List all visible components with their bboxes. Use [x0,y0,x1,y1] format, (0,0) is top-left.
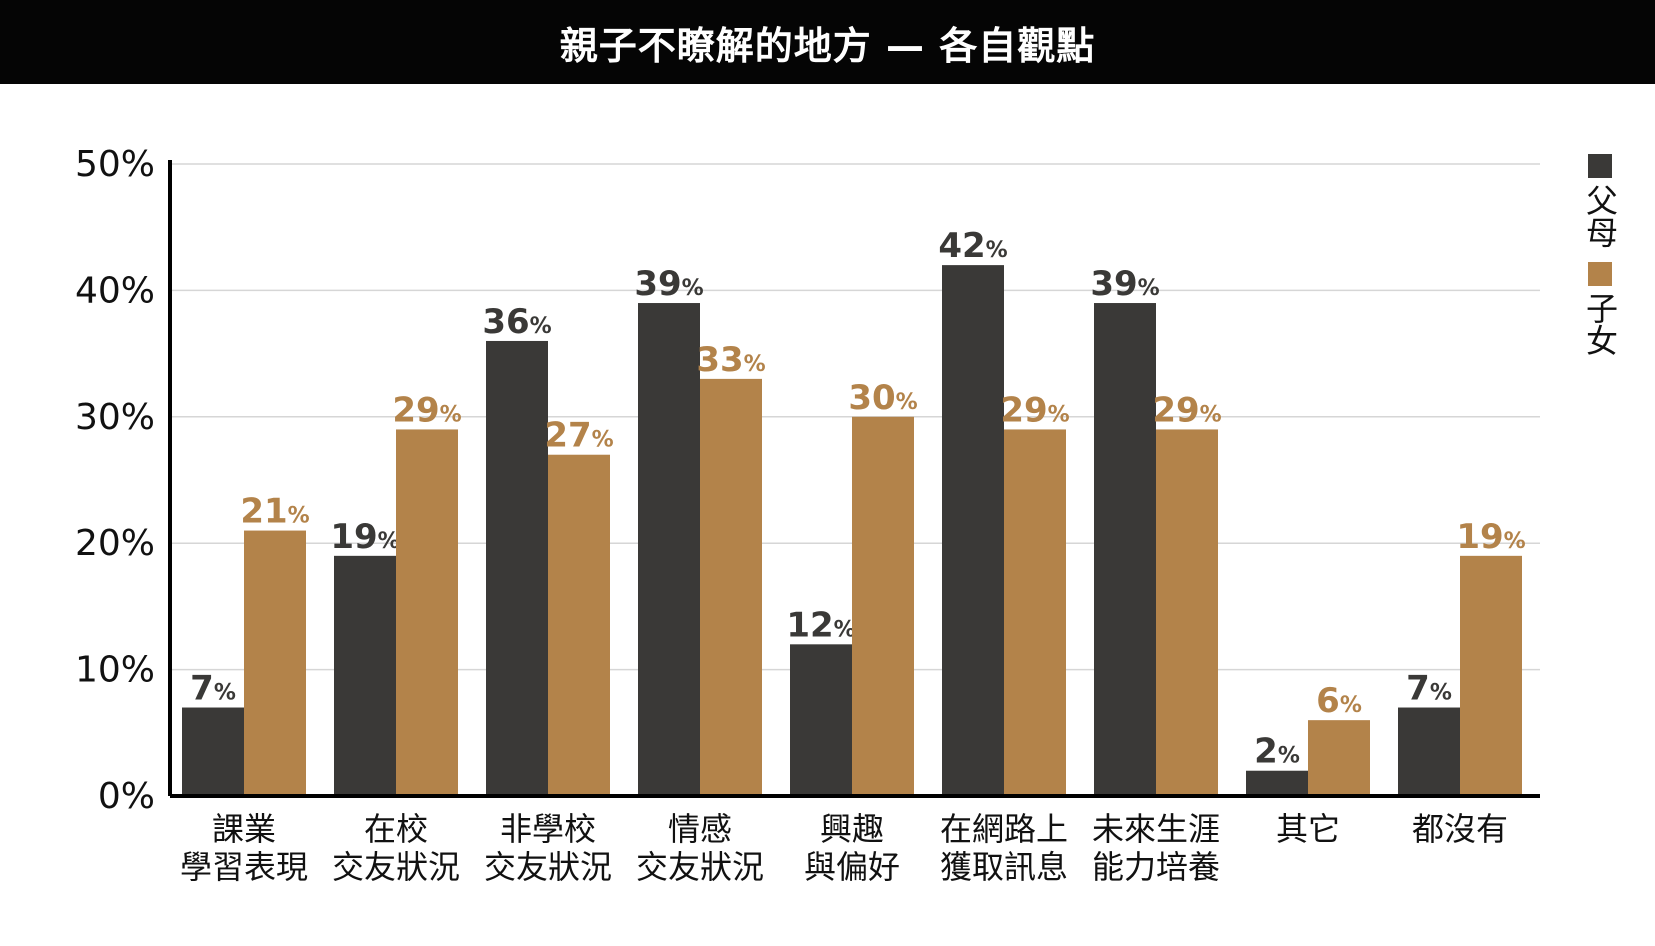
data-label: 6% [1316,681,1362,721]
data-label: 33% [696,340,765,380]
x-tick-label: 與偏好 [804,848,900,886]
data-label: 39% [1090,264,1159,304]
bar-parents [334,555,396,796]
y-tick-label: 0% [98,776,155,817]
x-tick-label: 在校 [364,810,428,848]
x-tick-label: 非學校 [500,810,596,848]
x-tick-label: 情感 [668,810,732,848]
y-tick-label: 10% [75,650,155,691]
x-tick-label: 在網路上 [940,810,1068,848]
x-tick-label: 交友狀況 [484,848,612,886]
data-label: 7% [190,669,236,709]
chart-title: 親子不瞭解的地方 — 各自觀點 [559,23,1096,68]
bar-children [700,378,762,796]
data-label: 39% [634,264,703,304]
bar-parents [790,644,852,796]
bar-children [1156,429,1218,796]
x-tick-label: 交友狀況 [332,848,460,886]
data-label: 19% [1456,517,1525,557]
data-label: 2% [1254,732,1300,772]
data-label: 29% [392,390,461,430]
bar-children [396,429,458,796]
legend-item-parents: 父母 [1581,154,1619,248]
bar-parents [1094,303,1156,796]
bar-parents [1246,770,1308,796]
x-tick-label: 課業 [212,810,276,848]
bar-parents [942,265,1004,796]
bar-children [548,454,610,796]
legend-label-parents: 父母 [1581,184,1619,248]
data-label: 19% [330,517,399,557]
bar-children [852,416,914,796]
data-label: 29% [1152,390,1221,430]
x-tick-label: 都沒有 [1412,810,1508,848]
x-tick-label: 興趣 [820,810,884,848]
bar-children [244,530,306,796]
legend-label-children: 子女 [1581,292,1619,356]
bar-children [1004,429,1066,796]
y-tick-label: 30% [75,397,155,438]
data-label: 29% [1000,390,1069,430]
y-tick-label: 40% [75,270,155,311]
bar-parents [638,303,700,796]
legend-swatch-parents [1588,154,1612,178]
data-label: 27% [544,416,613,456]
data-label: 12% [786,605,855,645]
bar-children [1460,555,1522,796]
y-tick-label: 20% [75,523,155,564]
bar-children [1308,720,1370,796]
legend-swatch-children [1588,262,1612,286]
x-tick-label: 能力培養 [1092,848,1220,886]
bar-parents [1398,707,1460,796]
data-label: 30% [848,378,917,418]
data-label: 7% [1406,669,1452,709]
data-label: 36% [482,302,551,342]
legend: 父母 子女 [1580,154,1620,370]
x-tick-label: 其它 [1276,810,1340,848]
title-bar: 親子不瞭解的地方 — 各自觀點 [0,0,1655,84]
bar-chart: 0%10%20%30%40%50%7%21%課業學習表現19%29%在校交友狀況… [75,144,1540,886]
x-tick-label: 獲取訊息 [940,848,1068,886]
data-label: 42% [938,226,1007,266]
x-tick-label: 交友狀況 [636,848,764,886]
y-tick-label: 50% [75,144,155,185]
bar-parents [182,707,244,796]
x-tick-label: 未來生涯 [1092,810,1220,848]
x-tick-label: 學習表現 [180,848,308,886]
legend-item-children: 子女 [1581,262,1619,356]
data-label: 21% [240,492,309,532]
bar-parents [486,340,548,796]
